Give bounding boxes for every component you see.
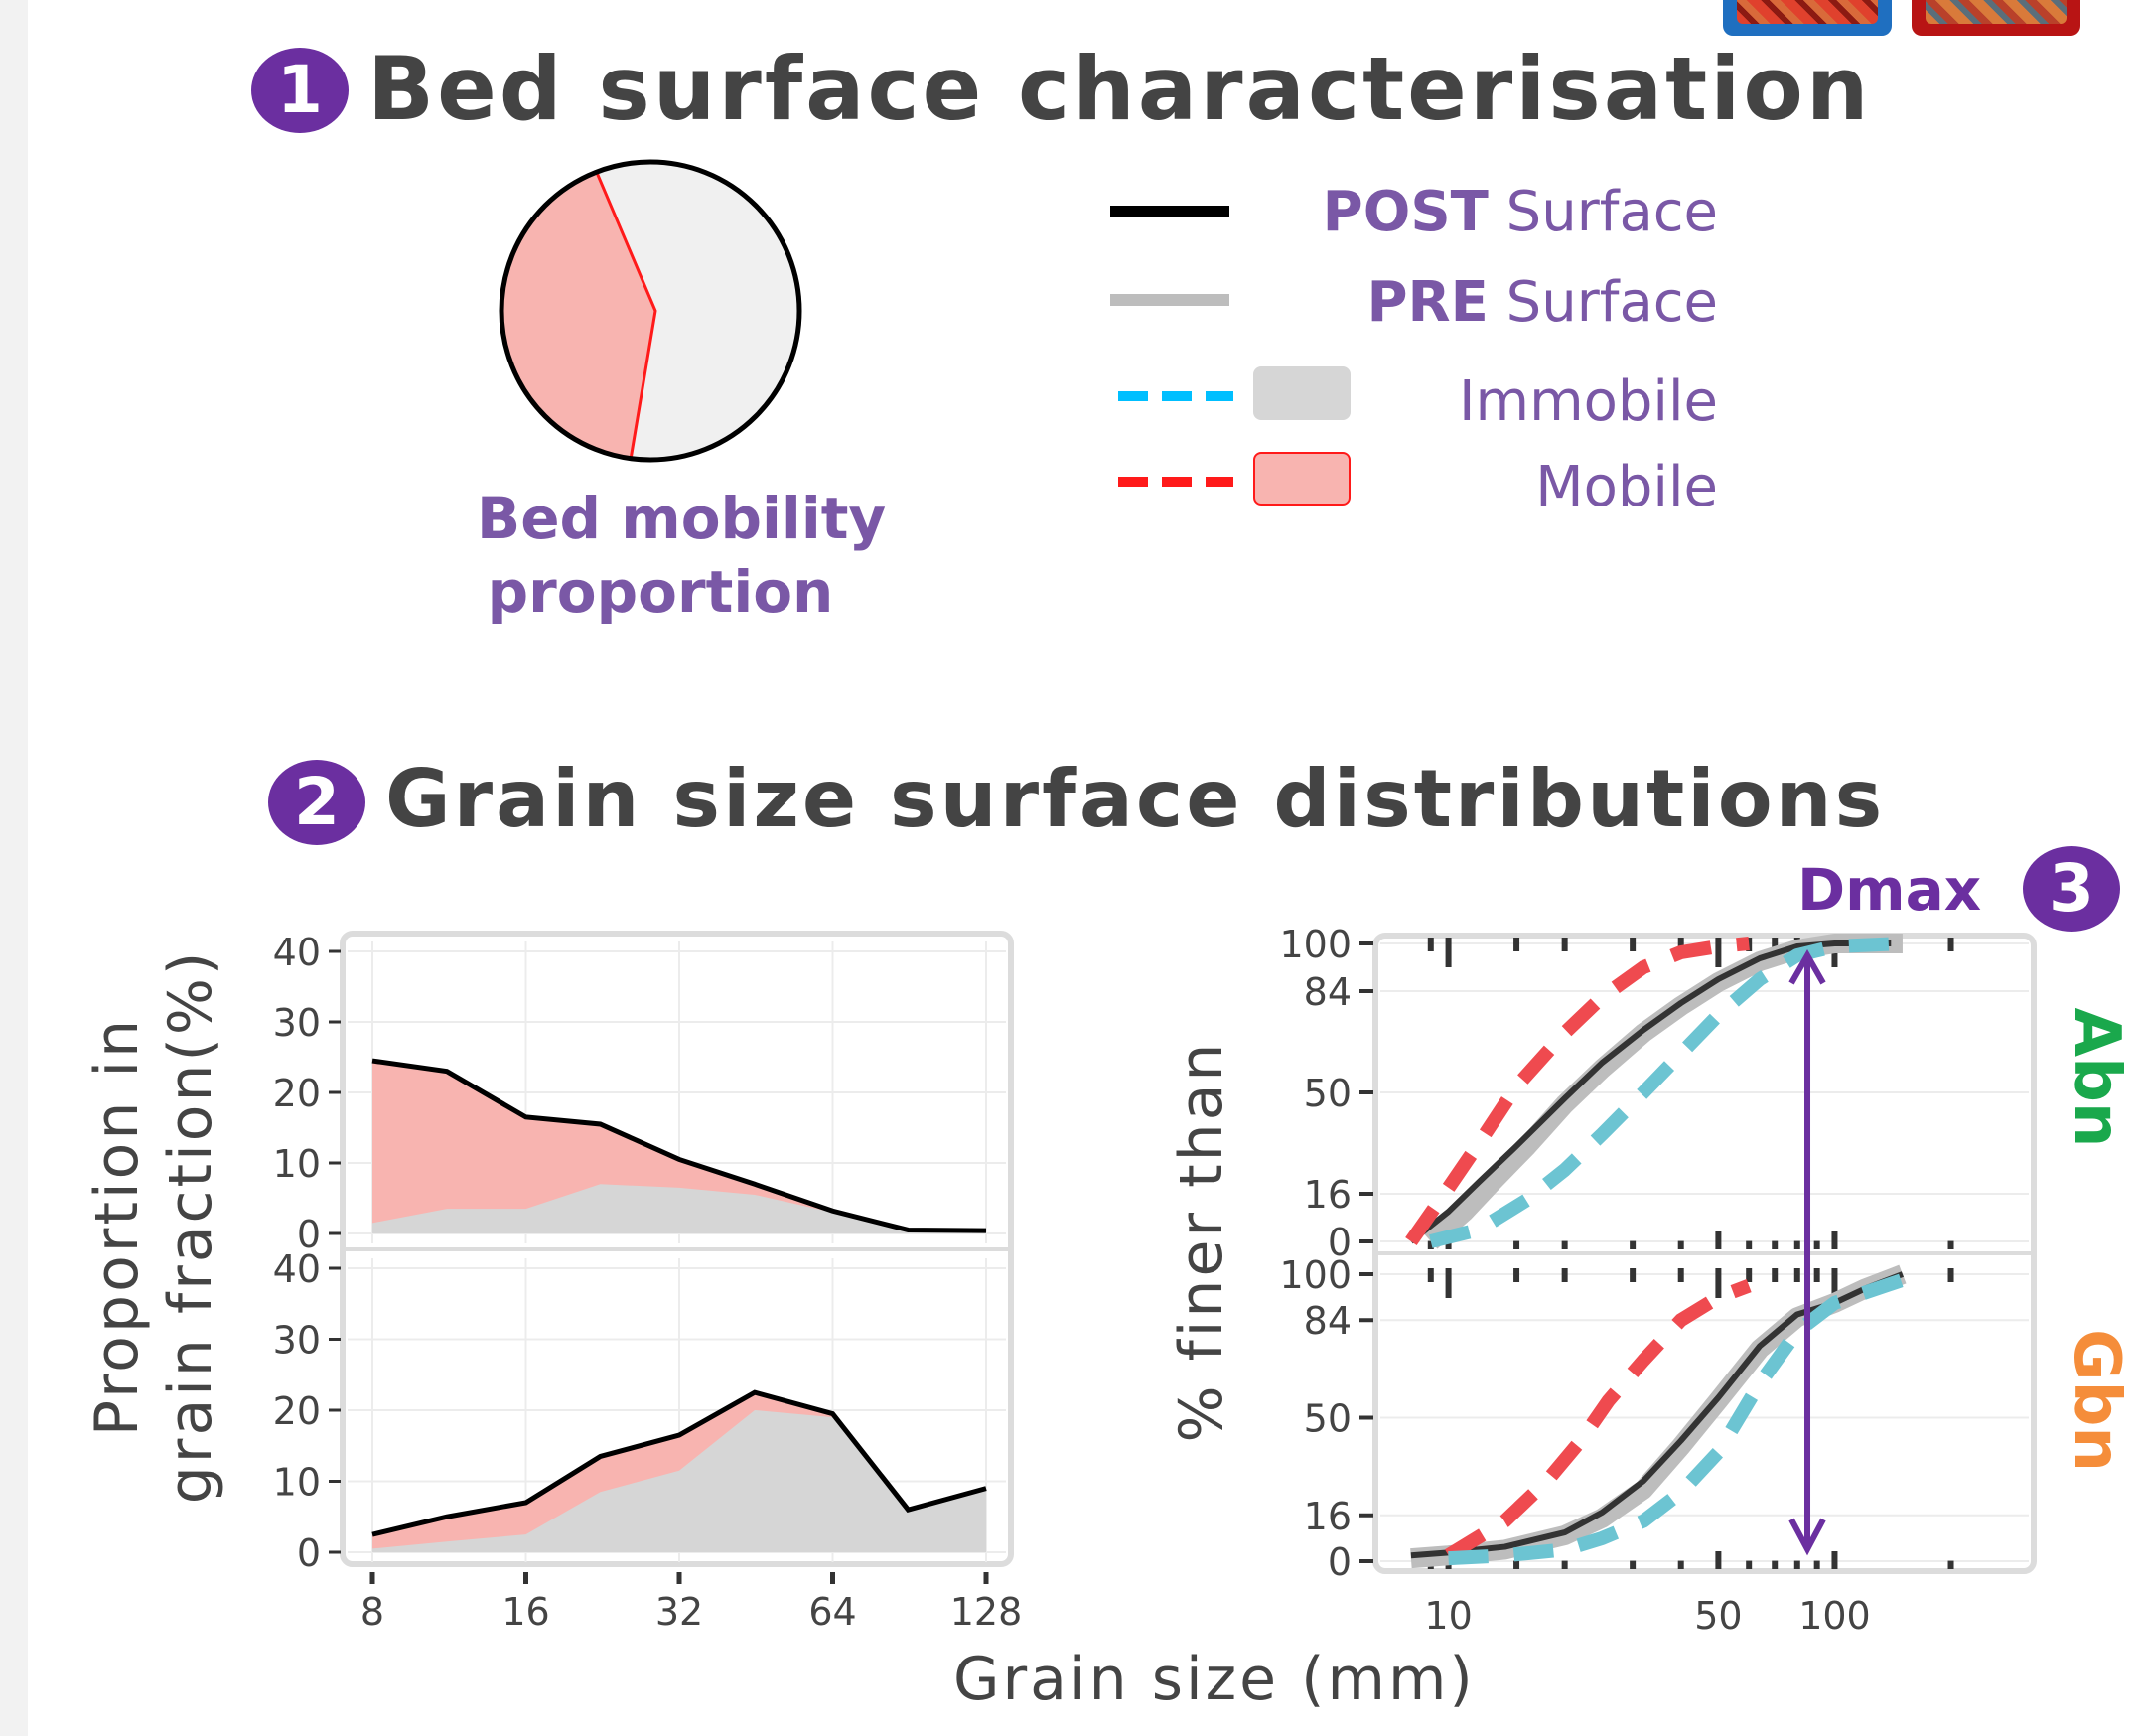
right-x-tick-label: 50 [1694,1594,1742,1638]
legend-post-surface: POST Surface [1102,174,1718,244]
left-y-tick-label: 40 [273,931,321,974]
left-y-tick-label: 40 [273,1247,321,1291]
legend-pre-line [1110,294,1229,306]
legend-post-line [1110,206,1229,217]
left-ylabel-line1: Proportion in [82,1017,152,1436]
thumbnail-image-red[interactable] [1912,0,2080,36]
section-2-number-badge: 2 [268,760,365,845]
left-y-tick-label: 20 [273,1072,321,1115]
legend-immobile-swatch [1253,366,1351,420]
legend-immobile: Immobile [1102,363,1718,434]
right-series-mobile [1444,1279,1752,1562]
pie-outline [499,159,802,463]
x-axis-label: Grain size (mm) [953,1645,1476,1714]
dmax-label: Dmax [1797,856,1982,924]
right-y-tick-label: 0 [1328,1221,1352,1264]
pie-label-line2: proportion [487,558,834,626]
dmax-arrow-head-up [1788,948,1826,985]
left-y-tick-label: 10 [273,1461,321,1505]
left-y-tick-label: 0 [297,1213,321,1256]
thumbnail-image-blue[interactable] [1723,0,1892,36]
legend-immobile-label: Immobile [1459,369,1718,434]
left-ylabel-line2: grain fraction(%) [156,949,225,1505]
left-y-tick-label: 30 [273,1001,321,1045]
bed-mobility-pie [499,159,802,463]
legend-pre-surface: PRE Surface [1102,264,1718,335]
left-total-line [371,1058,987,1233]
right-y-tick-label: 50 [1304,1072,1352,1115]
left-x-tick-label: 128 [950,1590,1023,1634]
left-x-tick-label: 64 [808,1590,856,1634]
right-y-tick-label: 50 [1304,1397,1352,1441]
section-1-number-badge: 1 [251,48,349,133]
left-immobile-area [372,1410,986,1552]
legend-post-label: POST Surface [1322,180,1718,244]
right-ylabel: % finer than [1167,1041,1236,1443]
right-series-mobile [1405,937,1750,1246]
right-y-tick-label: 100 [1279,923,1352,966]
left-immobile-area [372,1184,986,1233]
legend-pre-label: PRE Surface [1366,270,1718,335]
legend-mobile-swatch [1253,452,1351,506]
right-y-tick-label: 84 [1304,970,1352,1014]
left-y-tick-label: 30 [273,1319,321,1363]
left-y-tick-label: 0 [297,1531,321,1575]
pie-label-line1: Bed mobility [477,485,887,552]
legend-immobile-dash [1118,391,1233,401]
right-x-tick-label: 10 [1424,1594,1472,1638]
section-1-title: Bed surface characterisation [367,38,1872,140]
section-3-number-badge: 3 [2023,846,2120,932]
right-series-post [1409,940,1892,1244]
left-total-line [371,1389,987,1537]
section-2-title: Grain size surface distributions [385,753,1886,845]
right-series-immobile [1429,937,1904,1248]
left-x-tick-label: 16 [501,1590,549,1634]
left-mobile-area [372,1061,986,1233]
right-y-tick-label: 16 [1304,1173,1352,1217]
legend-mobile: Mobile [1102,449,1718,519]
panel-label-abn: Abn [2060,1008,2133,1148]
legend-mobile-dash [1118,477,1233,487]
left-x-tick-label: 32 [655,1590,703,1634]
right-y-tick-label: 84 [1304,1299,1352,1343]
right-y-tick-label: 0 [1328,1540,1352,1584]
left-x-tick-label: 8 [360,1590,384,1634]
left-y-tick-label: 20 [273,1389,321,1433]
left-y-tick-label: 10 [273,1142,321,1186]
panel-label-gbn: Gbn [2060,1329,2133,1472]
right-y-tick-label: 16 [1304,1495,1352,1538]
legend-mobile-label: Mobile [1535,455,1718,519]
right-x-tick-label: 100 [1798,1594,1871,1638]
dmax-arrow-head-down [1788,1518,1826,1556]
right-y-tick-label: 100 [1279,1253,1352,1297]
